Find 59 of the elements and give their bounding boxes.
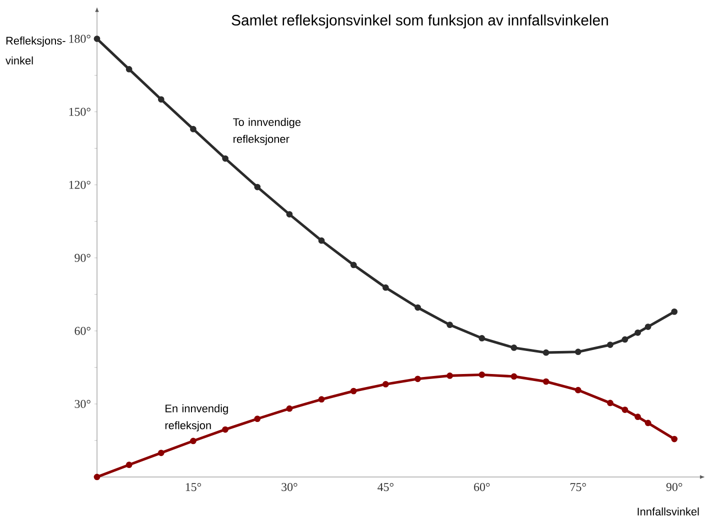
point — [94, 36, 100, 42]
point — [254, 416, 261, 422]
point — [542, 349, 550, 356]
y-tick-label: 30° — [74, 400, 90, 408]
point — [158, 450, 164, 456]
point — [478, 335, 486, 342]
series-label: To innvendige refleksjoner — [233, 118, 301, 146]
x-axis-title: Innfallsvinkel — [638, 507, 699, 516]
point — [382, 284, 389, 291]
point — [318, 396, 325, 403]
point — [94, 474, 100, 480]
y-tick-label: 180° — [69, 34, 90, 43]
point — [222, 426, 228, 433]
point — [350, 262, 357, 268]
point — [644, 420, 652, 426]
x-tick-label: 45° — [378, 483, 394, 492]
point — [478, 372, 486, 378]
series-label: En innvendig refleksjon — [165, 404, 228, 432]
point — [318, 237, 325, 244]
point — [414, 376, 421, 382]
point — [622, 406, 628, 413]
x-tick-label: 90° — [666, 483, 682, 492]
y-tick-label: 150° — [69, 108, 90, 116]
y-tick-label: 90° — [74, 254, 90, 262]
y-axis-title: Refleksjons-vinkel — [6, 36, 66, 64]
point — [382, 381, 389, 388]
x-tick-label: 75° — [570, 483, 586, 492]
x-tick-label: 30° — [282, 483, 298, 492]
point — [607, 342, 614, 348]
point — [254, 184, 261, 190]
y-tick-label: 60° — [74, 326, 90, 335]
point — [158, 96, 164, 103]
point — [671, 308, 678, 315]
point — [222, 155, 228, 162]
point — [542, 378, 550, 385]
point — [574, 386, 582, 394]
point — [644, 324, 652, 330]
point — [190, 126, 196, 132]
point — [634, 329, 641, 336]
point — [414, 304, 421, 311]
point — [574, 348, 582, 356]
point — [286, 405, 293, 412]
point — [622, 336, 628, 343]
chart-title: Samlet refleksjonsvinkel som funksjon av innfallsvinkelen — [232, 14, 608, 28]
point — [446, 322, 454, 328]
point — [446, 372, 454, 379]
x-tick-label: 15° — [186, 483, 202, 492]
point — [510, 344, 518, 351]
y-tick-label: 120° — [69, 180, 90, 189]
point — [286, 211, 293, 218]
point — [510, 373, 518, 380]
point — [126, 462, 132, 468]
x-tick-label: 60° — [474, 483, 490, 492]
point — [350, 388, 357, 394]
point — [126, 66, 132, 72]
point — [607, 400, 614, 406]
point — [634, 414, 641, 420]
point — [190, 438, 196, 444]
point — [671, 436, 678, 442]
